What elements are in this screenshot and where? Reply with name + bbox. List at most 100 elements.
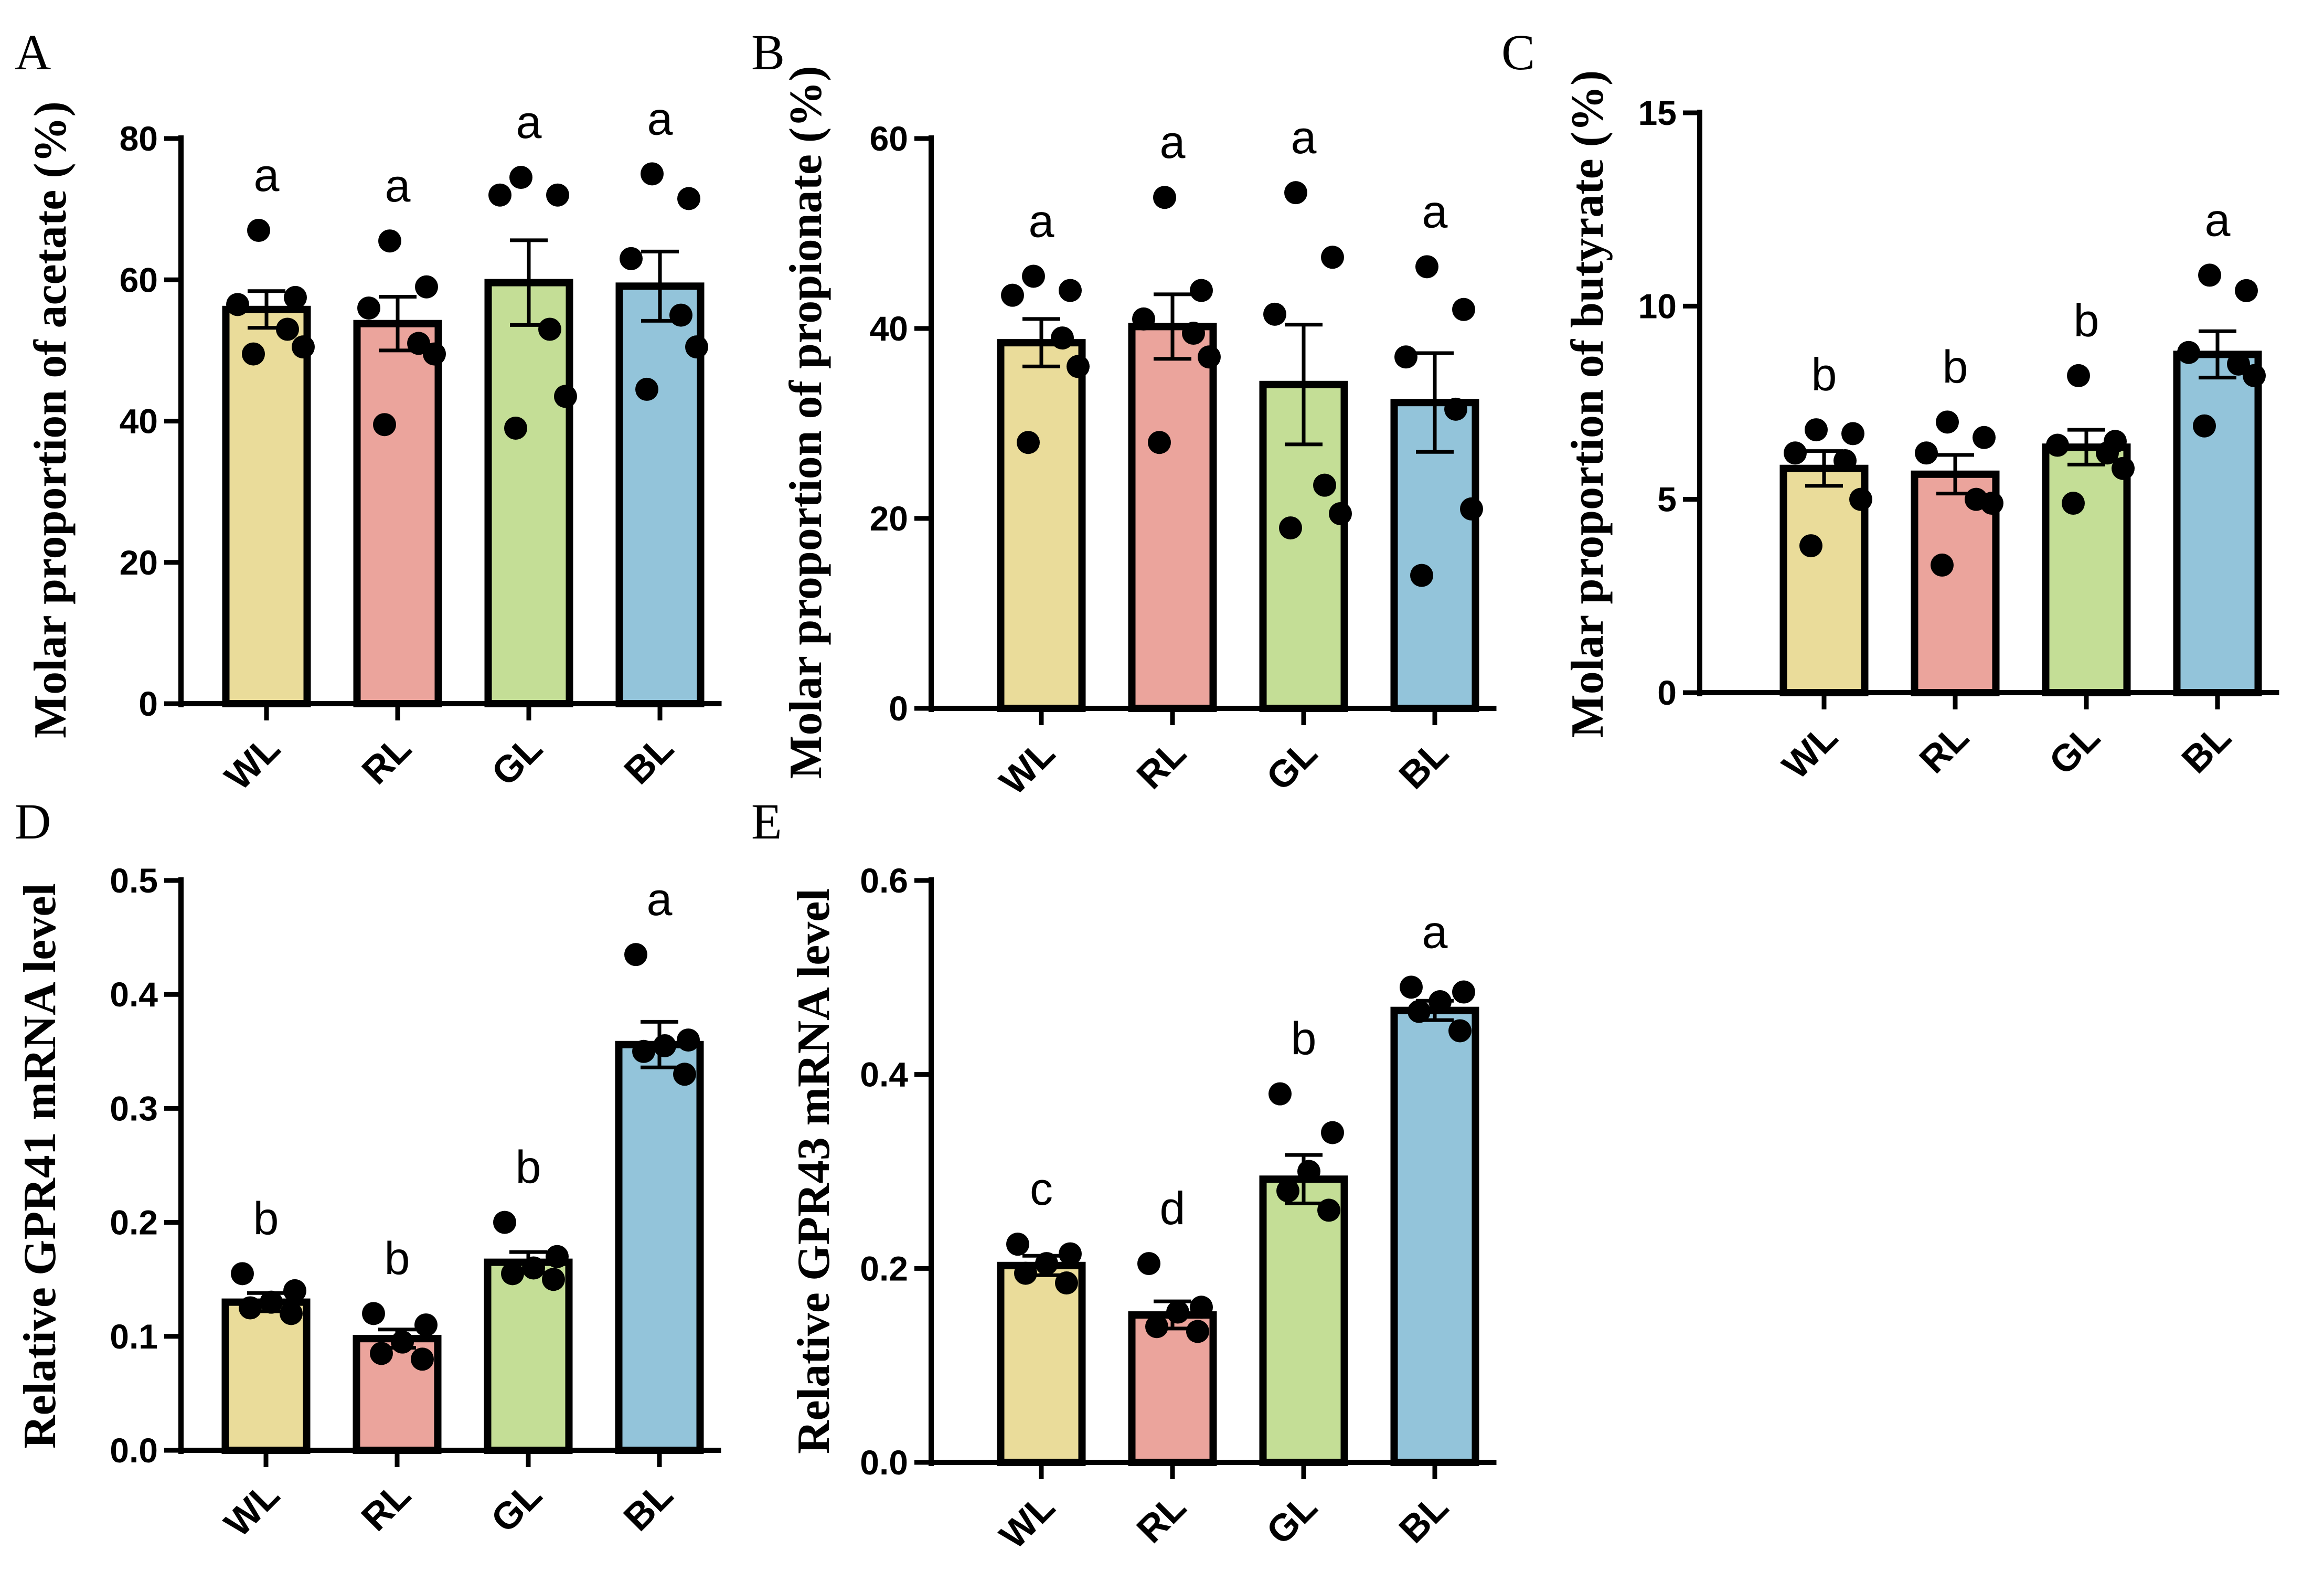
data-point — [1035, 1252, 1058, 1276]
data-point — [653, 1034, 676, 1057]
significance-letter: a — [1029, 195, 1054, 247]
data-point — [2193, 414, 2216, 438]
y-tick-label: 15 — [1638, 93, 1677, 132]
x-tick-label-RL: RL — [354, 727, 419, 792]
significance-letter: a — [1291, 111, 1317, 163]
y-tick-label: 40 — [870, 309, 908, 348]
y-axis-label: Relative GPR43 mRNA level — [788, 888, 839, 1454]
y-tick-label: 0.1 — [110, 1317, 158, 1356]
y-tick-label: 20 — [120, 543, 158, 582]
bar-BL — [1390, 1006, 1479, 1466]
data-point — [2046, 433, 2069, 457]
data-point — [673, 1063, 696, 1086]
data-point — [635, 377, 658, 401]
significance-letter: a — [1422, 185, 1448, 237]
y-tick-label: 0 — [1657, 673, 1677, 712]
panel-letter: B — [751, 24, 785, 80]
data-point — [378, 229, 401, 253]
data-point — [1186, 1320, 1209, 1343]
data-point — [2227, 352, 2250, 376]
significance-letter: a — [2205, 194, 2231, 246]
x-tick-label-BL: BL — [1391, 732, 1456, 797]
y-tick-label: 20 — [870, 499, 908, 538]
data-point — [370, 1342, 393, 1365]
y-tick-label: 0 — [138, 684, 158, 723]
data-point — [1415, 255, 1438, 279]
data-point — [2112, 457, 2135, 480]
data-point — [239, 1296, 262, 1320]
data-point — [624, 943, 647, 967]
data-point — [1321, 246, 1344, 269]
data-point — [1408, 1000, 1431, 1023]
y-tick-label: 5 — [1657, 480, 1677, 519]
data-point — [1841, 422, 1864, 445]
data-point — [1936, 410, 1959, 434]
significance-letter: b — [516, 1141, 541, 1193]
data-point — [1980, 492, 2003, 515]
data-point — [1784, 441, 1807, 465]
bar-GL — [2042, 443, 2131, 696]
data-point — [1263, 302, 1286, 326]
data-point — [546, 1245, 569, 1268]
y-tick-label: 0.2 — [110, 1203, 158, 1242]
x-tick-label-RL: RL — [1129, 1486, 1194, 1551]
significance-letter: b — [253, 1192, 279, 1244]
data-point — [276, 317, 299, 341]
significance-letter: b — [1291, 1013, 1317, 1065]
x-tick-label-RL: RL — [1129, 732, 1194, 797]
data-point — [226, 293, 249, 316]
data-point — [1059, 279, 1082, 302]
data-point — [414, 1313, 438, 1337]
data-point — [1448, 1019, 1472, 1043]
data-point — [677, 187, 700, 210]
data-point — [242, 342, 265, 366]
bar-WL — [997, 1261, 1086, 1466]
y-axis-label: Molar proportion of acetate (%) — [25, 101, 76, 738]
x-tick-label-GL: GL — [1259, 1486, 1325, 1553]
data-point — [1279, 516, 1302, 540]
panel-letter: C — [1501, 24, 1535, 80]
y-tick-label: 0.0 — [110, 1431, 158, 1470]
data-point — [1268, 1082, 1292, 1106]
data-point — [488, 183, 511, 207]
data-point — [2198, 263, 2221, 287]
data-point — [522, 1256, 545, 1280]
bar-BL — [2173, 351, 2262, 696]
significance-letter: a — [1422, 906, 1448, 958]
data-point — [1006, 1233, 1029, 1256]
data-point — [1055, 1271, 1078, 1295]
data-point — [1329, 502, 1352, 525]
data-point — [1132, 307, 1155, 331]
data-point — [2177, 341, 2200, 364]
data-point — [1410, 564, 1433, 587]
x-tick-label-WL: WL — [1775, 716, 1846, 788]
data-point — [2243, 364, 2266, 387]
x-tick-label-WL: WL — [217, 1474, 288, 1545]
y-tick-label: 0.2 — [860, 1249, 908, 1288]
data-point — [1833, 449, 1857, 472]
data-point — [1022, 264, 1045, 288]
x-tick-label-WL: WL — [992, 732, 1063, 803]
y-axis-label: Molar proportion of butyrate (%) — [1562, 70, 1613, 738]
data-point — [1460, 497, 1483, 521]
data-point — [1067, 355, 1090, 378]
bar-GL — [484, 279, 573, 707]
y-tick-label: 60 — [120, 260, 158, 299]
data-point — [620, 247, 643, 270]
data-point — [677, 1028, 700, 1052]
x-tick-label-BL: BL — [1391, 1486, 1456, 1551]
significance-letter: a — [647, 92, 673, 144]
data-point — [1148, 431, 1171, 454]
panel-letter: D — [15, 793, 51, 850]
x-tick-label-BL: BL — [616, 727, 681, 792]
data-point — [1799, 534, 1822, 558]
data-point — [685, 335, 708, 359]
data-point — [1452, 298, 1475, 321]
data-point — [1284, 181, 1307, 205]
data-point — [669, 303, 692, 327]
data-point — [1394, 345, 1417, 369]
x-tick-label-GL: GL — [483, 1474, 550, 1541]
